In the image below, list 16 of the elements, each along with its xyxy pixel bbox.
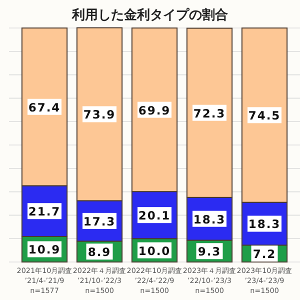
data-label: 74.5 (248, 108, 281, 123)
data-label: 73.9 (83, 108, 116, 122)
data-label: 18.3 (193, 212, 226, 226)
data-label: 7.2 (252, 247, 276, 262)
data-label: 20.1 (138, 208, 171, 223)
data-label: 67.4 (28, 100, 61, 114)
data-label: 8.9 (88, 245, 112, 260)
data-label: 9.3 (198, 244, 222, 259)
data-label: 17.3 (83, 214, 116, 228)
data-label: 18.3 (248, 217, 281, 232)
data-label: 72.3 (193, 106, 226, 120)
data-label: 10.0 (138, 244, 171, 258)
data-label: 21.7 (28, 204, 61, 219)
chart-title: 利用した金利タイプの割合 (71, 7, 228, 23)
data-label: 69.9 (138, 103, 171, 118)
data-label: 10.9 (28, 242, 61, 257)
